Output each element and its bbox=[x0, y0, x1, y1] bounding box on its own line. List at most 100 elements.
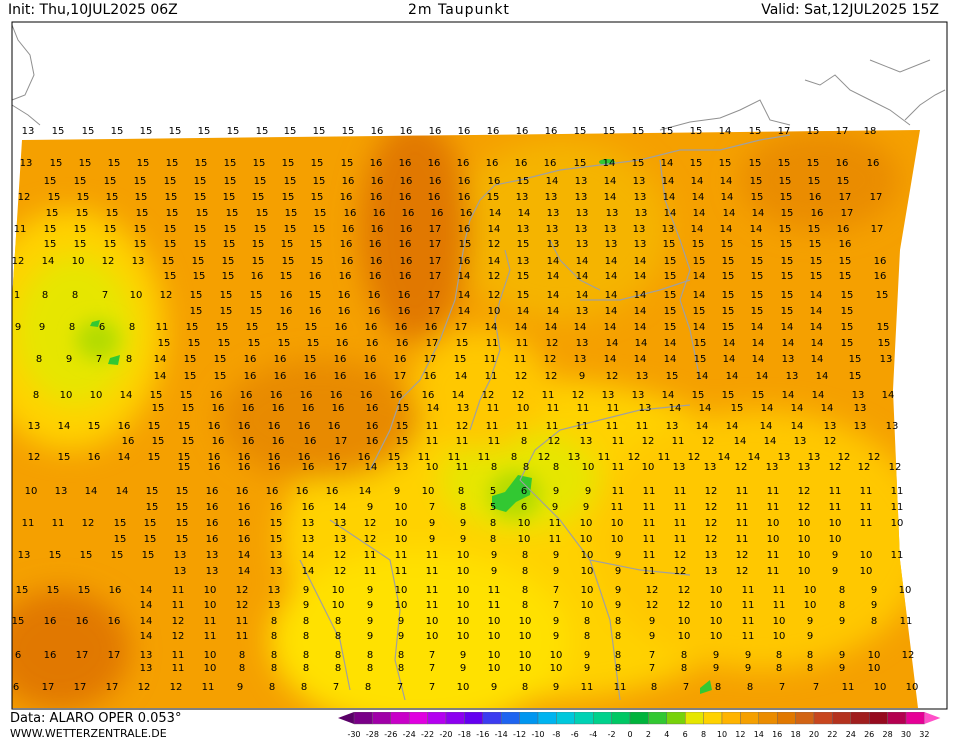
map-value-label: 11 bbox=[478, 452, 491, 463]
map-value-label: 14 bbox=[58, 421, 71, 432]
map-value-label: 16 bbox=[268, 421, 281, 432]
map-value-label: 14 bbox=[547, 306, 560, 317]
map-value-label: 14 bbox=[545, 322, 558, 333]
map-value-label: 10 bbox=[773, 616, 786, 627]
legend-label: 12 bbox=[735, 730, 745, 739]
map-value-label: 13 bbox=[546, 224, 559, 235]
map-value-label: 9 bbox=[460, 534, 466, 545]
map-value-label: 16 bbox=[244, 354, 257, 365]
map-value-label: 14 bbox=[140, 585, 153, 596]
map-value-label: 16 bbox=[109, 585, 122, 596]
map-value-label: 16 bbox=[458, 192, 471, 203]
map-value-label: 14 bbox=[816, 371, 829, 382]
map-value-label: 15 bbox=[841, 290, 854, 301]
map-value-label: 16 bbox=[274, 354, 287, 365]
legend-swatch bbox=[390, 712, 410, 725]
map-value-label: 14 bbox=[488, 256, 501, 267]
map-value-label: 12 bbox=[102, 256, 115, 267]
map-value-label: 16 bbox=[368, 290, 381, 301]
map-value-label: 8 bbox=[335, 616, 341, 627]
map-value-label: 16 bbox=[302, 403, 315, 414]
map-value-label: 11 bbox=[658, 452, 671, 463]
map-value-label: 11 bbox=[156, 322, 169, 333]
map-value-label: 12 bbox=[858, 462, 871, 473]
map-value-label: 16 bbox=[342, 224, 355, 235]
map-value-label: 16 bbox=[369, 271, 382, 282]
map-value-label: 13 bbox=[516, 192, 529, 203]
map-value-label: 16 bbox=[270, 390, 283, 401]
map-value-label: 15 bbox=[47, 585, 60, 596]
map-value-label: 15 bbox=[80, 550, 93, 561]
map-value-label: 15 bbox=[12, 616, 25, 627]
map-value-label: 12 bbox=[488, 239, 501, 250]
map-value-label: 16 bbox=[238, 421, 251, 432]
map-value-label: 10 bbox=[488, 631, 501, 642]
map-value-label: 16 bbox=[302, 502, 315, 513]
map-value-label: 15 bbox=[48, 192, 61, 203]
map-value-label: 8 bbox=[42, 290, 48, 301]
map-value-label: 15 bbox=[603, 126, 616, 137]
map-value-label: 16 bbox=[431, 208, 444, 219]
map-value-label: 14 bbox=[576, 256, 589, 267]
map-value-label: 16 bbox=[108, 616, 121, 627]
map-value-label: 11 bbox=[514, 354, 527, 365]
map-value-label: 16 bbox=[364, 371, 377, 382]
color-legend: -30 -28 -26 -24 -22 -20 -18 -16 -14 -12 -10 -8 -6 -4-… bbox=[338, 712, 941, 739]
map-value-label: 13 bbox=[302, 534, 315, 545]
map-value-label: 16 bbox=[458, 256, 471, 267]
map-value-label: 8 bbox=[776, 663, 782, 674]
map-value-label: 16 bbox=[396, 338, 409, 349]
map-value-label: 16 bbox=[370, 192, 383, 203]
map-value-label: 13 bbox=[302, 518, 315, 529]
map-value-label: 8 bbox=[615, 631, 621, 642]
map-value-label: 16 bbox=[811, 208, 824, 219]
map-value-label: 12 bbox=[646, 585, 659, 596]
map-value-label: 12 bbox=[705, 502, 718, 513]
map-value-label: 16 bbox=[399, 271, 412, 282]
map-value-label: 8 bbox=[615, 616, 621, 627]
map-value-label: 15 bbox=[749, 158, 762, 169]
map-value-label: 15 bbox=[841, 322, 854, 333]
map-value-label: 15 bbox=[114, 518, 127, 529]
map-value-label: 16 bbox=[270, 502, 283, 513]
map-value-label: 15 bbox=[178, 421, 191, 432]
map-value-label: 16 bbox=[334, 371, 347, 382]
map-value-label: 15 bbox=[158, 338, 171, 349]
map-value-label: 9 bbox=[713, 663, 719, 674]
map-value-label: 14 bbox=[427, 403, 440, 414]
map-value-label: 14 bbox=[721, 192, 734, 203]
map-value-label: 8 bbox=[807, 663, 813, 674]
map-value-label: 15 bbox=[220, 290, 233, 301]
map-value-label: 15 bbox=[663, 239, 676, 250]
map-value-label: 12 bbox=[236, 600, 249, 611]
legend-label: -30 bbox=[347, 730, 360, 739]
map-value-label: 15 bbox=[837, 176, 850, 187]
map-value-label: 16 bbox=[334, 354, 347, 365]
map-value-label: 16 bbox=[425, 322, 438, 333]
map-value-label: 13 bbox=[662, 224, 675, 235]
map-value-label: 13 bbox=[206, 550, 219, 561]
map-value-label: 15 bbox=[694, 338, 707, 349]
map-value-label: 11 bbox=[891, 550, 904, 561]
map-value-label: 16 bbox=[244, 371, 257, 382]
map-value-label: 9 bbox=[460, 518, 466, 529]
map-value-label: 16 bbox=[268, 452, 281, 463]
map-value-label: 7 bbox=[333, 682, 339, 693]
map-value-label: 15 bbox=[388, 452, 401, 463]
map-value-label: 14 bbox=[576, 290, 589, 301]
map-value-label: 10 bbox=[868, 650, 881, 661]
map-value-label: 16 bbox=[272, 436, 285, 447]
legend-swatch bbox=[445, 712, 465, 725]
map-value-label: 14 bbox=[547, 256, 560, 267]
map-value-label: 11 bbox=[426, 600, 439, 611]
map-value-label: 12 bbox=[364, 518, 377, 529]
map-value-label: 14 bbox=[452, 390, 465, 401]
map-value-label: 11 bbox=[549, 534, 562, 545]
map-value-label: 13 bbox=[268, 585, 281, 596]
map-value-label: 16 bbox=[298, 452, 311, 463]
map-value-label: 14 bbox=[518, 208, 531, 219]
map-value-label: 16 bbox=[304, 371, 317, 382]
map-value-label: 15 bbox=[396, 421, 409, 432]
map-value-label: 12 bbox=[735, 462, 748, 473]
